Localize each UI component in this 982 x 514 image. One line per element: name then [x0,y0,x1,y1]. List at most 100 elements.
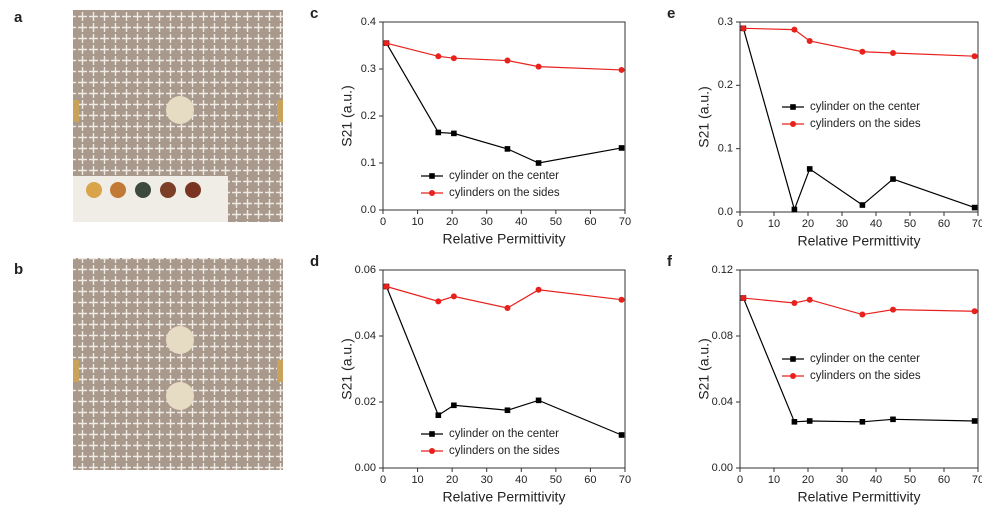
y-tick-label: 0.04 [712,396,733,408]
y-tick-label: 0.00 [712,462,733,474]
x-tick-label: 0 [737,218,743,230]
marker [429,190,435,196]
marker [890,306,896,313]
marker [618,432,625,438]
marker [859,419,866,425]
marker [451,130,457,137]
x-tick-label: 60 [938,218,950,230]
marker [535,286,542,293]
y-tick-label: 0.4 [361,16,376,28]
marker [790,104,796,110]
chart: e 0.0 0.1 0.2 0.3 0 10 20 30 40 50 60 70 Relative Per… [667,5,982,249]
y-tick-label: 0.1 [361,157,376,169]
marker [806,296,813,303]
series-line [743,297,975,316]
marker [618,66,625,73]
x-axis-label: Relative Permittivity [443,231,566,247]
x-tick-label: 30 [836,218,848,230]
marker [890,176,896,182]
x-tick-label: 20 [446,474,458,486]
y-tick-label: 0.2 [718,79,733,91]
marker [450,55,457,62]
marker [618,145,625,151]
y-tick-label: 0.1 [718,143,733,155]
marker [535,160,542,166]
legend-label: cylinders on the sides [810,118,921,130]
x-tick-label: 50 [550,474,562,486]
marker [859,202,866,208]
marker [791,300,798,306]
chart: d 0.00 0.02 0.04 0.06 0 10 20 30 40 50 60 70 Relative… [310,253,631,505]
panel-label: b [14,261,23,278]
y-tick-label: 0.04 [355,330,376,342]
marker [791,206,798,213]
y-axis-label: S21 (a.u.) [696,338,712,399]
legend-label: cylinder on the center [449,428,559,440]
series-line [386,285,622,309]
y-tick-label: 0.08 [712,330,733,342]
y-tick-label: 0.0 [718,206,733,218]
series-line [742,297,975,423]
y-tick-label: 0.00 [355,462,376,474]
plot-frame [382,269,626,469]
marker [890,416,896,423]
panel-label: a [14,9,23,26]
marker [504,57,511,64]
x-tick-label: 60 [584,216,596,228]
marker [504,146,511,152]
marker [435,412,442,418]
x-tick-label: 20 [446,216,458,228]
y-axis-label: S21 (a.u.) [339,85,355,146]
series-line [385,286,622,436]
x-tick-label: 10 [768,218,780,230]
legend-label: cylinders on the sides [810,370,921,382]
x-tick-label: 70 [619,216,631,228]
x-axis-label: Relative Permittivity [798,489,921,505]
y-tick-label: 0.06 [355,264,376,276]
x-tick-label: 20 [802,474,814,486]
x-tick-label: 70 [619,474,631,486]
marker [383,40,390,47]
marker [971,53,978,60]
marker [504,304,511,311]
panel-label: f [667,253,673,270]
marker [740,25,747,32]
plot-frame [739,21,979,213]
y-tick-label: 0.3 [718,16,733,28]
series-line [742,28,975,212]
x-tick-label: 40 [515,474,527,486]
marker [971,308,978,315]
marker [383,283,390,290]
y-tick-label: 0.12 [712,264,733,276]
marker [859,48,866,55]
marker [429,448,435,454]
marker [971,204,978,211]
marker [971,418,978,424]
legend-label: cylinder on the center [810,101,920,113]
marker [859,311,866,318]
y-axis-label: S21 (a.u.) [339,338,355,399]
legend-label: cylinder on the center [810,353,920,365]
marker [429,431,435,437]
x-tick-label: 50 [904,218,916,230]
x-tick-label: 30 [836,474,848,486]
x-tick-label: 40 [870,218,882,230]
panel-label: e [667,5,675,22]
marker [435,298,442,305]
legend-label: cylinder on the center [449,170,559,182]
series-line [386,42,622,71]
x-axis-label: Relative Permittivity [798,233,921,249]
x-tick-label: 30 [481,216,493,228]
x-tick-label: 10 [768,474,780,486]
chart: c 0.0 0.1 0.2 0.3 0.4 0 10 20 30 40 50 60 70 Relative … [310,5,631,247]
marker [791,419,798,425]
marker [435,129,442,136]
marker [535,397,542,404]
series-line [385,42,622,164]
x-tick-label: 50 [550,216,562,228]
photo-a [73,10,283,222]
marker [618,296,625,303]
marker [806,418,813,424]
x-tick-label: 10 [411,474,423,486]
